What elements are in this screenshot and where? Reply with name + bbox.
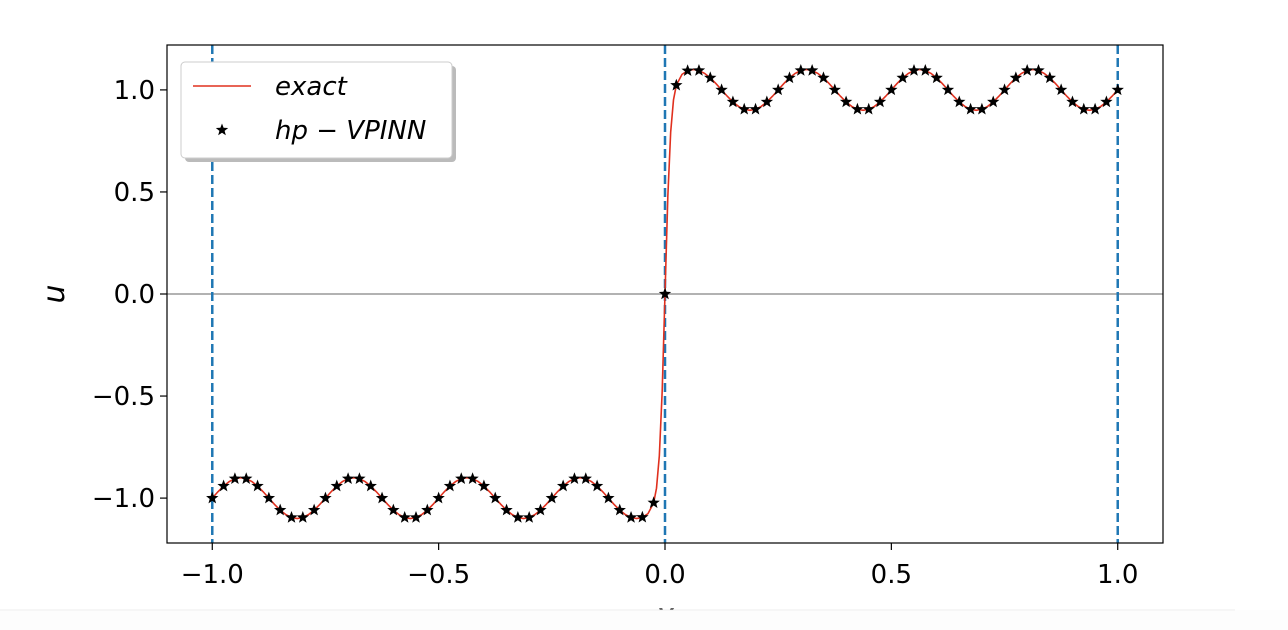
- star-marker: [296, 510, 309, 523]
- star-marker: [341, 472, 355, 484]
- x-tick-label: 0.5: [871, 560, 912, 590]
- star-marker: [998, 83, 1011, 96]
- star-marker: [624, 510, 638, 523]
- star-marker: [568, 472, 581, 484]
- star-marker: [930, 71, 943, 84]
- star-marker: [364, 479, 377, 492]
- star-marker: [274, 503, 287, 516]
- star-marker: [738, 102, 751, 115]
- star-marker: [409, 510, 423, 523]
- star-marker: [772, 83, 785, 96]
- star-marker: [443, 479, 457, 492]
- star-marker: [953, 95, 966, 108]
- star-marker: [228, 472, 242, 484]
- star-marker: [1032, 64, 1045, 76]
- star-marker: [1088, 102, 1102, 115]
- legend-star: [215, 123, 229, 136]
- star-marker: [1100, 95, 1113, 108]
- star-marker: [1009, 71, 1023, 84]
- star-marker: [387, 503, 400, 516]
- star-marker: [964, 102, 977, 115]
- star-marker: [941, 83, 955, 96]
- star-marker: [353, 472, 366, 484]
- star-marker: [885, 83, 898, 96]
- star-marker: [590, 479, 604, 492]
- star-marker: [398, 510, 411, 523]
- star-marker: [726, 95, 740, 108]
- star-marker: [704, 71, 717, 84]
- star-marker: [1054, 83, 1068, 96]
- star-marker: [240, 472, 253, 484]
- star-marker: [851, 102, 864, 115]
- star-marker: [692, 64, 706, 76]
- star-marker: [681, 64, 694, 76]
- star-marker: [805, 64, 819, 76]
- star-marker: [658, 287, 672, 300]
- x-tick-label: 0.0: [644, 560, 685, 590]
- star-marker: [489, 491, 502, 504]
- legend-label: hp − VPINN: [275, 116, 426, 146]
- star-marker: [523, 510, 536, 523]
- legend-label: exact: [275, 72, 348, 102]
- star-marker: [556, 479, 570, 492]
- star-marker: [262, 491, 276, 504]
- star-marker: [206, 491, 219, 504]
- star-marker: [1021, 64, 1034, 76]
- star-marker: [307, 503, 321, 516]
- y-tick-label: −0.5: [92, 382, 155, 412]
- star-marker: [613, 503, 626, 516]
- star-marker: [579, 472, 592, 484]
- star-marker: [602, 491, 615, 504]
- star-marker: [873, 95, 887, 108]
- star-marker: [285, 510, 298, 523]
- star-marker: [1111, 83, 1124, 96]
- star-marker: [375, 491, 389, 504]
- star-marker: [545, 491, 558, 504]
- star-marker: [319, 491, 332, 504]
- star-marker: [760, 95, 774, 108]
- star-marker: [421, 503, 434, 516]
- star-marker: [636, 510, 649, 523]
- y-tick-label: 0.0: [114, 280, 155, 310]
- star-marker: [919, 64, 932, 76]
- star-marker: [500, 503, 513, 516]
- star-marker: [511, 510, 525, 523]
- star-marker: [466, 472, 479, 484]
- star-marker: [432, 491, 445, 504]
- star-marker: [987, 95, 1000, 108]
- star-marker: [794, 64, 807, 76]
- x-tick-label: −0.5: [407, 560, 470, 590]
- star-marker: [817, 71, 830, 84]
- x-tick-label: −1.0: [181, 560, 244, 590]
- star-marker: [1077, 102, 1090, 115]
- star-marker: [715, 83, 728, 96]
- star-marker: [670, 78, 683, 91]
- star-marker: [455, 472, 468, 484]
- star-marker: [896, 71, 909, 84]
- star-marker: [839, 95, 853, 108]
- star-marker: [828, 83, 841, 96]
- star-marker: [1043, 71, 1056, 84]
- star-marker: [217, 479, 230, 492]
- y-tick-label: −1.0: [92, 484, 155, 514]
- star-marker: [907, 64, 921, 76]
- star-marker: [330, 479, 343, 492]
- star-marker: [749, 102, 762, 115]
- star-marker: [251, 479, 264, 492]
- y-tick-label: 1.0: [114, 76, 155, 106]
- star-marker: [975, 102, 989, 115]
- y-axis-label: u: [37, 284, 72, 303]
- bottom-fade: [0, 610, 1288, 630]
- y-tick-label: 0.5: [114, 178, 155, 208]
- star-marker: [477, 479, 491, 492]
- star-marker: [862, 102, 875, 115]
- x-tick-label: 1.0: [1097, 560, 1138, 590]
- star-marker: [1066, 95, 1079, 108]
- star-marker: [534, 503, 547, 516]
- star-marker: [647, 496, 660, 509]
- star-marker: [783, 71, 796, 84]
